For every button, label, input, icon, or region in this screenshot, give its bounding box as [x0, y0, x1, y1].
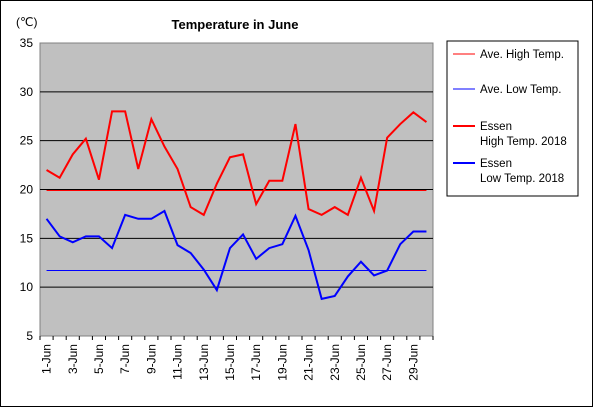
x-tick-label-3-Jun: 3-Jun — [66, 344, 80, 374]
x-tick-label-5-Jun: 5-Jun — [92, 344, 106, 374]
legend-label-3-1: Low Temp. 2018 — [480, 173, 564, 185]
x-tick-label-21-Jun: 21-Jun — [302, 344, 316, 381]
y-tick-label-25: 25 — [20, 134, 34, 148]
plot-layer: 5 10 15 20 25 30 35 1-Jun 3-Jun 5-Jun 7-Jun 9-Jun 11… — [20, 36, 434, 381]
x-tick-label-27-Jun: 27-Jun — [380, 344, 394, 381]
legend-box — [446, 40, 579, 197]
series-line-3 — [45, 209, 427, 301]
legend: Ave. High Temp. Ave. Low Temp. Essen High T… — [446, 40, 579, 197]
chart-title: Temperature in June — [172, 17, 299, 32]
y-tick-label-15: 15 — [20, 231, 34, 245]
x-tick-label-13-Jun: 13-Jun — [197, 344, 211, 381]
x-tick-label-11-Jun: 11-Jun — [171, 344, 185, 380]
y-tick-label-35: 35 — [20, 36, 34, 50]
legend-label-1-0: Ave. Low Temp. — [480, 84, 561, 96]
x-tick-label-23-Jun: 23-Jun — [328, 344, 342, 381]
y-tick-label-10: 10 — [20, 280, 34, 294]
x-tick-label-9-Jun: 9-Jun — [144, 344, 158, 374]
x-tick-label-15-Jun: 15-Jun — [223, 344, 237, 381]
series-line-2 — [46, 110, 428, 217]
x-tick-label-29-Jun: 29-Jun — [406, 344, 420, 381]
y-axis-unit: (℃) — [16, 15, 37, 29]
y-tick-label-20: 20 — [20, 183, 34, 197]
legend-label-2-0: Essen — [480, 121, 512, 133]
y-tick-label-5: 5 — [26, 329, 33, 343]
x-tick-label-25-Jun: 25-Jun — [354, 344, 368, 381]
y-tick-label-30: 30 — [20, 85, 34, 99]
x-tick-label-17-Jun: 17-Jun — [249, 344, 263, 381]
x-tick-label-1-Jun: 1-Jun — [40, 344, 54, 374]
legend-label-0-0: Ave. High Temp. — [480, 49, 564, 61]
legend-label-3-0: Essen — [480, 158, 512, 170]
legend-label-2-1: High Temp. 2018 — [480, 136, 567, 148]
x-tick-label-7-Jun: 7-Jun — [118, 344, 132, 374]
x-tick-label-19-Jun: 19-Jun — [275, 344, 289, 381]
